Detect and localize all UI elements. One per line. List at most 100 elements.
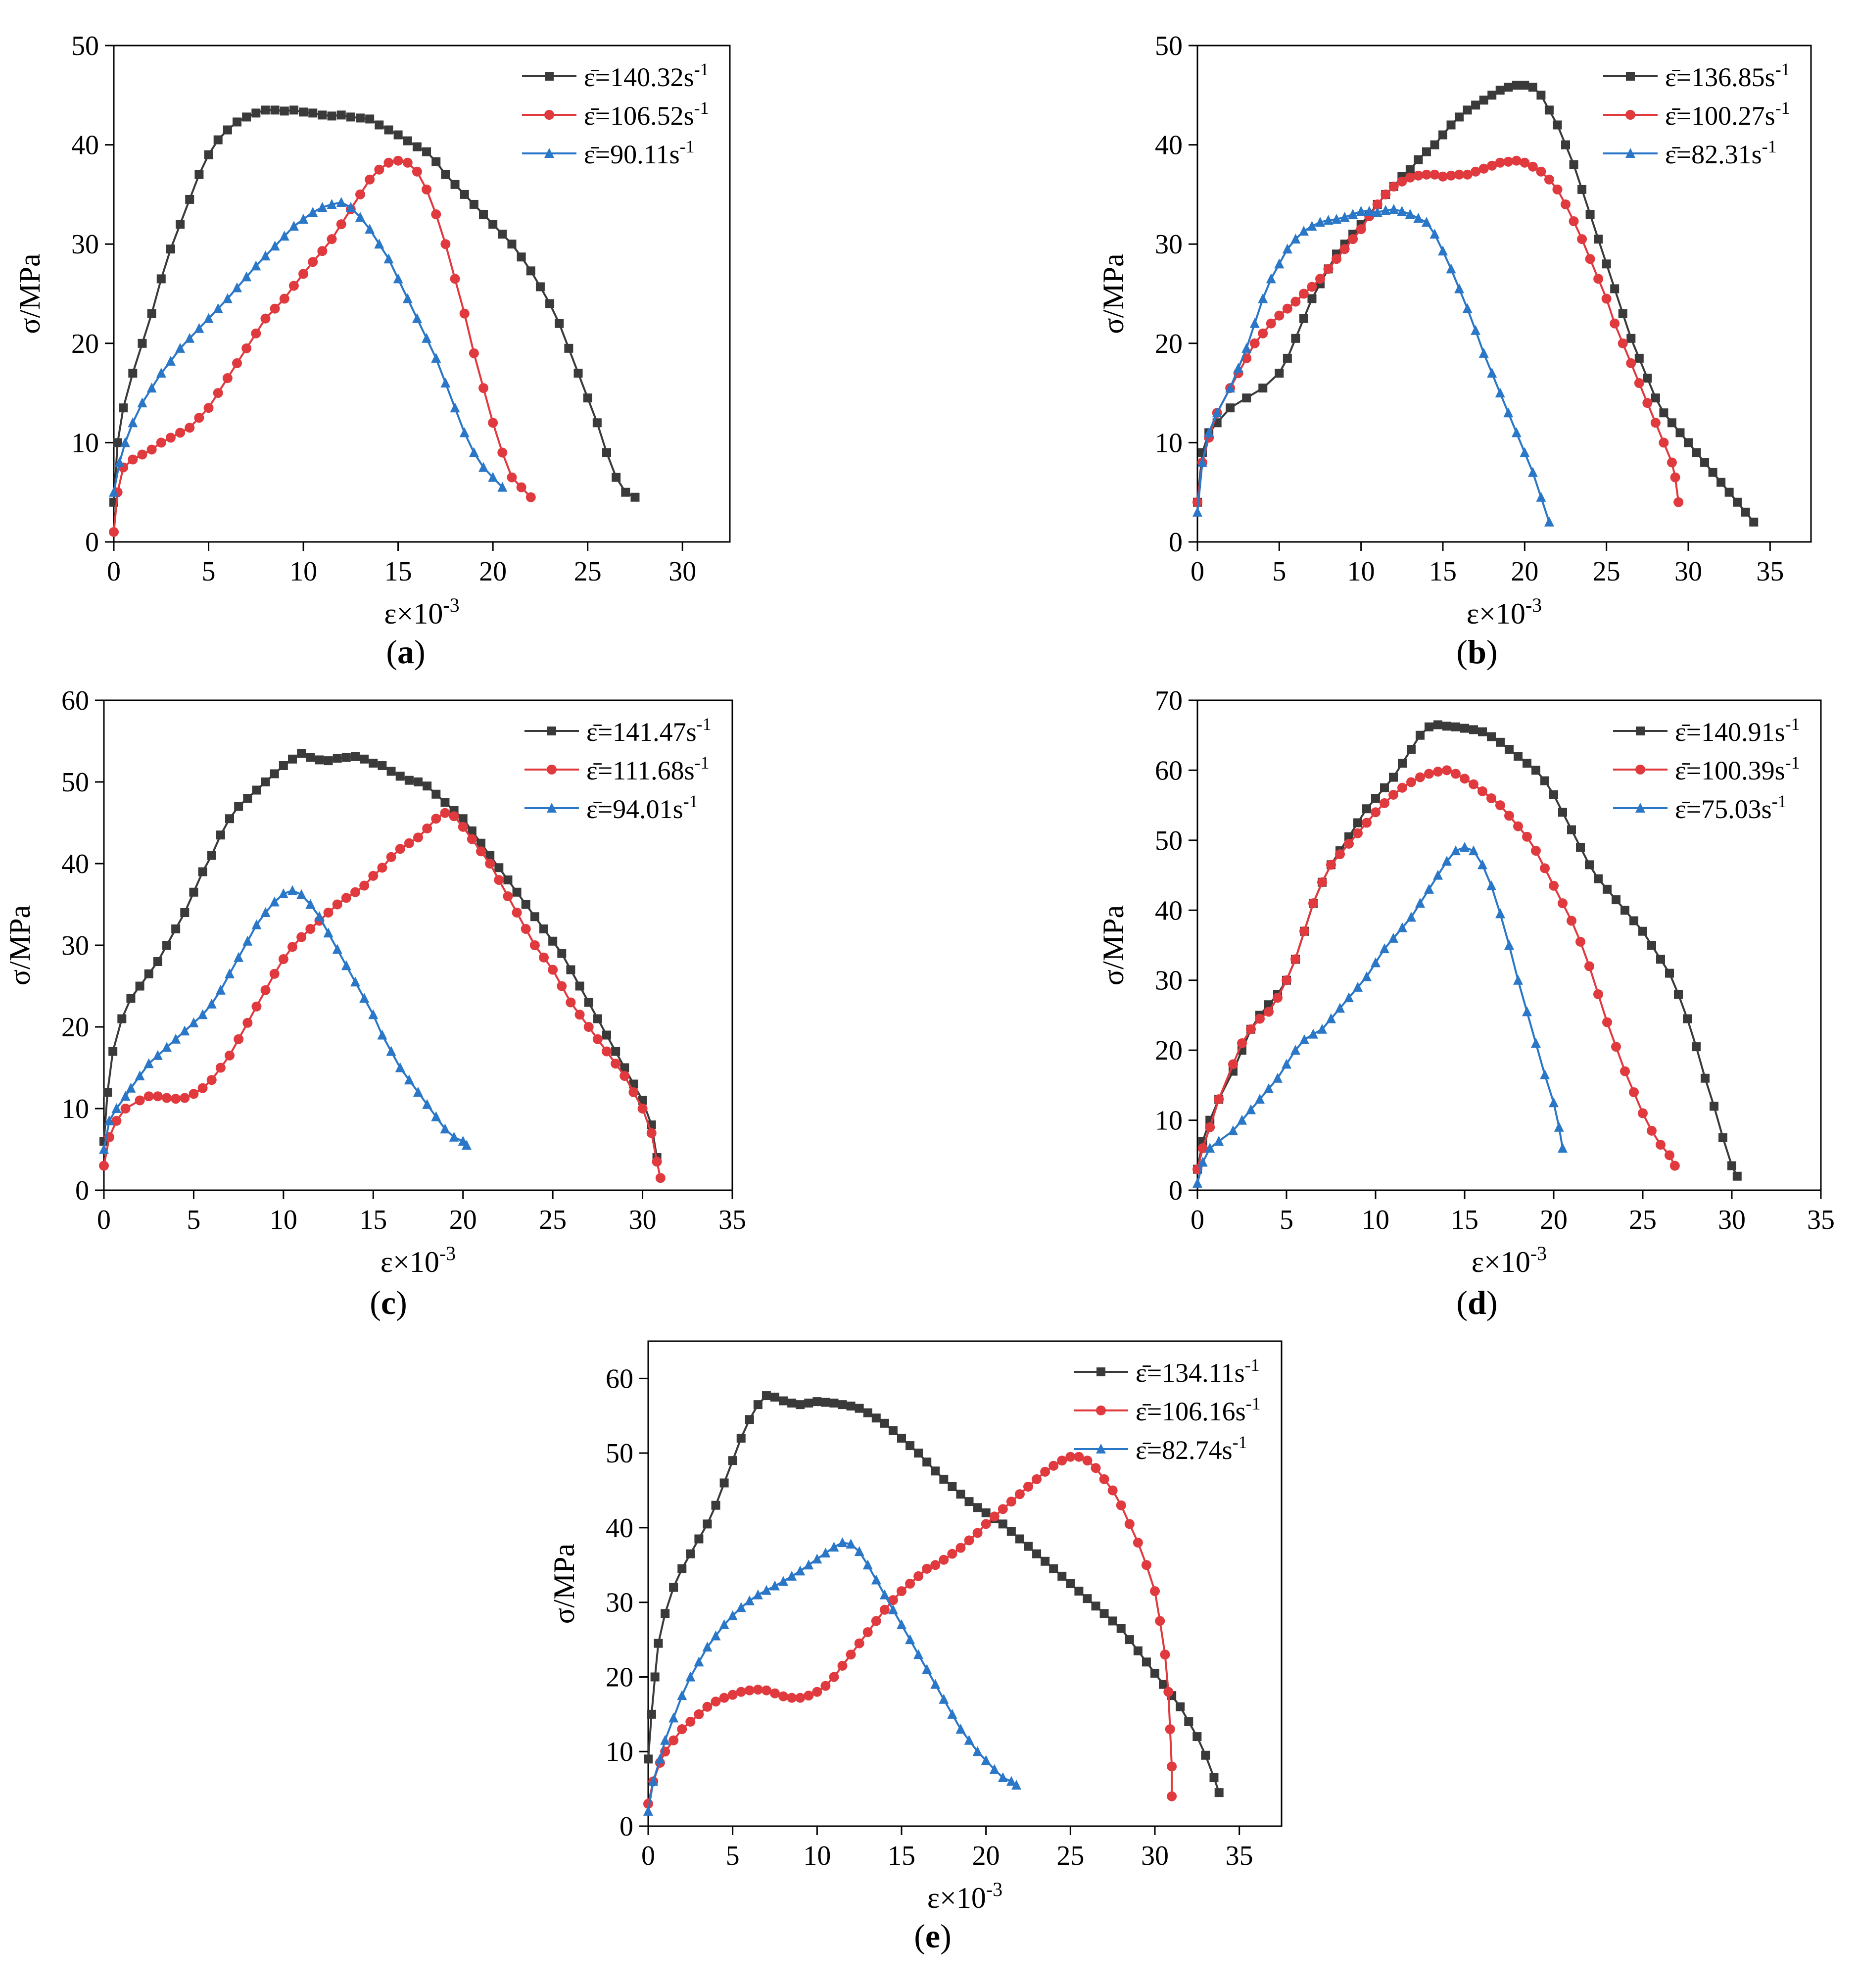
chart-c: 0 5 10 15 20 25 30 35 0 10 20 30 40 50 60 ε×10-3 σ/MPa ε̄… (3, 685, 746, 1278)
data-point-a-2-31 (393, 273, 403, 284)
data-point-c-1-22 (296, 932, 307, 942)
data-point-c-0-12 (198, 867, 207, 876)
data-point-b-1-35 (1478, 163, 1489, 174)
data-point-a-2-39 (469, 447, 479, 457)
data-point-a-1-30 (383, 157, 394, 168)
data-point-d-2-3 (1214, 1136, 1224, 1146)
legend-label-a-2: ε̄=90.11s-1 (584, 137, 695, 169)
data-point-a-0-6 (156, 274, 166, 284)
legend-sup-d-1: -1 (1785, 753, 1800, 773)
data-point-a-2-15 (241, 271, 252, 282)
data-point-e-2-15 (761, 1585, 771, 1595)
data-point-d-0-19 (1362, 804, 1371, 814)
data-point-a-1-44 (516, 482, 526, 492)
legend-sup-c-2: -1 (683, 791, 698, 811)
data-point-d-0-44 (1585, 860, 1594, 870)
x-axis-label-sup-b: -3 (1525, 594, 1542, 616)
data-point-e-1-22 (820, 1681, 831, 1691)
data-point-d-0-30 (1460, 724, 1469, 733)
data-point-e-0-40 (964, 1497, 974, 1506)
data-point-c-0-43 (476, 838, 485, 848)
data-point-a-0-11 (204, 150, 213, 159)
data-point-e-1-47 (1032, 1474, 1042, 1484)
x-tick-label-e-5: 25 (1056, 1841, 1084, 1871)
y-tick-label-d-2: 20 (1155, 1035, 1183, 1066)
data-point-b-2-30 (1438, 245, 1448, 256)
legend-text-c-1: =111.68s (598, 756, 695, 785)
data-point-a-1-37 (450, 274, 460, 284)
legend-marker-e-1 (1096, 1406, 1106, 1415)
data-point-c-0-52 (557, 949, 567, 958)
data-point-a-2-0 (109, 486, 119, 497)
data-point-b-2-34 (1471, 325, 1481, 335)
data-point-e-0-0 (644, 1754, 653, 1764)
y-axis-label-a: σ/MPa (13, 253, 46, 334)
y-tick-label-b-3: 30 (1155, 229, 1183, 260)
data-point-d-1-22 (1388, 789, 1398, 800)
data-point-c-1-39 (449, 811, 459, 822)
data-point-e-2-41 (981, 1755, 991, 1765)
data-point-a-0-29 (375, 120, 384, 130)
data-point-a-1-25 (336, 219, 346, 230)
data-point-b-1-51 (1610, 318, 1620, 329)
legend-sup-d-2: -1 (1772, 791, 1787, 811)
data-point-e-0-67 (1192, 1732, 1202, 1742)
legend-label-a-1: ε̄=106.52s-1 (584, 98, 709, 131)
data-point-b-0-10 (1299, 314, 1308, 323)
data-point-b-2-16 (1323, 215, 1334, 225)
x-axis-label-sup-c: -3 (439, 1242, 456, 1264)
data-point-e-0-70 (1214, 1788, 1224, 1797)
legend-label-b-2: ε̄=82.31s-1 (1665, 137, 1777, 169)
data-point-a-2-14 (232, 282, 242, 292)
data-point-d-2-21 (1380, 943, 1389, 954)
data-point-b-1-24 (1388, 181, 1399, 192)
data-point-d-1-5 (1237, 1038, 1247, 1048)
x-tick-label-e-0: 0 (641, 1841, 655, 1871)
y-tick-label-e-6: 60 (606, 1363, 633, 1394)
data-point-d-0-17 (1344, 832, 1353, 841)
data-point-e-0-62 (1150, 1668, 1159, 1678)
legend-entry-d-0: ε̄=140.91s-1 (1613, 714, 1800, 747)
data-point-c-0-33 (386, 767, 396, 776)
data-point-e-1-36 (939, 1554, 949, 1565)
data-point-b-2-40 (1520, 447, 1530, 457)
data-point-e-1-33 (913, 1571, 924, 1581)
data-point-c-0-13 (207, 851, 216, 860)
data-point-d-1-17 (1344, 838, 1354, 849)
x-tick-label-e-2: 10 (803, 1841, 831, 1871)
legend-marker-c-0 (547, 727, 556, 735)
data-point-d-1-26 (1424, 769, 1434, 779)
data-point-b-0-64 (1741, 507, 1750, 517)
data-point-d-2-28 (1442, 856, 1452, 866)
data-point-c-0-54 (575, 981, 584, 991)
data-point-e-0-21 (804, 1399, 813, 1408)
data-point-a-0-50 (573, 368, 583, 378)
data-point-e-2-38 (955, 1724, 966, 1734)
data-point-d-1-52 (1656, 1140, 1666, 1150)
data-point-d-1-51 (1647, 1125, 1657, 1136)
data-point-b-1-9 (1266, 318, 1276, 329)
data-point-a-0-26 (346, 112, 355, 122)
data-point-e-0-14 (745, 1415, 754, 1424)
data-point-a-2-21 (298, 214, 309, 224)
data-point-d-2-40 (1549, 1097, 1559, 1108)
data-point-c-0-51 (548, 936, 558, 946)
y-tick-label-d-4: 40 (1155, 895, 1183, 926)
data-point-d-1-27 (1433, 767, 1443, 777)
data-point-d-1-34 (1495, 800, 1505, 811)
data-point-e-2-12 (736, 1602, 746, 1612)
data-point-d-0-52 (1656, 955, 1665, 964)
data-point-b-2-28 (1421, 217, 1431, 227)
data-point-e-0-1 (647, 1709, 656, 1719)
data-point-e-0-29 (871, 1413, 881, 1423)
data-point-e-0-22 (812, 1397, 822, 1406)
data-point-d-1-43 (1575, 936, 1585, 947)
data-point-c-0-19 (261, 777, 270, 786)
data-point-a-1-35 (431, 209, 441, 220)
data-point-e-1-66 (1167, 1761, 1177, 1772)
data-point-d-2-13 (1308, 1028, 1318, 1039)
data-point-b-0-50 (1626, 334, 1636, 343)
y-tick-label-e-1: 10 (606, 1737, 633, 1767)
data-point-b-0-5 (1242, 393, 1251, 403)
